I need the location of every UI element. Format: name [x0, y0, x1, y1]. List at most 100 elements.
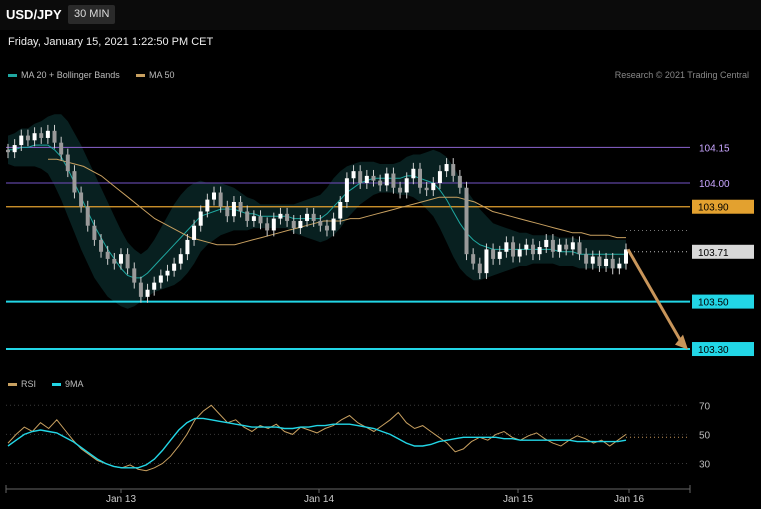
candle-body	[590, 256, 595, 264]
timestamp: Friday, January 15, 2021 1:22:50 PM CET	[8, 36, 214, 48]
rsi-swatch	[8, 382, 17, 386]
candle-body	[530, 244, 535, 255]
candle-body	[537, 247, 542, 255]
interval-button[interactable]: 30 MIN	[68, 5, 116, 24]
ma9-line	[7, 417, 627, 469]
candle-body	[411, 168, 416, 179]
candle-body	[457, 175, 462, 188]
candle-body	[79, 192, 84, 207]
candle-body	[19, 135, 24, 146]
x-tick-label: Jan 13	[106, 494, 136, 505]
ma50-line	[48, 158, 626, 246]
candle-body	[524, 244, 529, 250]
x-tick-label: Jan 14	[304, 494, 334, 505]
rsi-level-label-1: 50	[699, 430, 711, 441]
candle-body	[404, 178, 409, 193]
candle-body	[125, 254, 130, 269]
candle-body	[231, 201, 236, 217]
level-label-4: 103.50	[698, 298, 729, 309]
candle-body	[610, 258, 615, 269]
candle-body	[118, 254, 123, 264]
candle-body	[318, 220, 323, 226]
candle-body	[497, 251, 502, 259]
level-tag-3	[692, 244, 754, 259]
candle-body	[298, 220, 303, 229]
candle-body	[464, 187, 469, 255]
candle-body	[477, 263, 482, 274]
top-bar: USD/JPY 30 MIN	[0, 0, 761, 30]
candle-body	[358, 171, 363, 184]
candle-body	[517, 249, 522, 257]
legend-rsi: RSI	[8, 379, 36, 389]
candle-body	[32, 133, 37, 141]
candle-body	[145, 289, 150, 297]
candle-body	[617, 263, 622, 269]
candle-body	[311, 213, 316, 221]
candle-body	[212, 192, 216, 200]
candle-body	[624, 249, 628, 264]
candle-body	[398, 187, 403, 193]
candle-body	[12, 145, 17, 153]
forecast-arrow	[626, 248, 686, 348]
level-tag-5	[692, 342, 754, 357]
candle-body	[371, 175, 376, 181]
candle-body	[271, 218, 276, 231]
candle-body	[570, 242, 575, 250]
candle-body	[225, 206, 230, 217]
candle-body	[265, 223, 270, 231]
legend-ma50: MA 50	[136, 70, 175, 80]
candle-body	[564, 244, 569, 250]
candle-body	[491, 249, 496, 259]
level-tag-2	[692, 199, 754, 214]
candle-body	[52, 130, 57, 143]
legend-bb: MA 20 + Bollinger Bands	[8, 70, 120, 80]
candle-body	[305, 213, 310, 221]
rsi-level-label-2: 30	[699, 459, 711, 470]
rsi-level-label-0: 70	[699, 401, 711, 412]
candles	[6, 124, 628, 303]
candle-body	[424, 187, 429, 191]
candle-body	[172, 263, 177, 271]
candle-body	[511, 242, 516, 257]
candle-body	[378, 180, 383, 186]
x-tick-label: Jan 16	[614, 494, 644, 505]
candle-body	[331, 218, 336, 231]
bb-label: MA 20 + Bollinger Bands	[21, 70, 120, 80]
candle-body	[338, 201, 343, 219]
level-tag-4	[692, 294, 754, 309]
candle-body	[65, 154, 70, 172]
candle-body	[384, 173, 389, 186]
candle-body	[431, 183, 436, 191]
ma50-swatch	[136, 73, 145, 77]
candle-body	[6, 149, 10, 153]
rsi-label: RSI	[21, 379, 37, 389]
candle-body	[597, 256, 602, 267]
bb-swatch	[8, 73, 17, 77]
candle-body	[391, 173, 396, 188]
level-label-3: 103.71	[698, 248, 729, 259]
candle-body	[85, 206, 90, 226]
candle-body	[278, 213, 283, 219]
candle-body	[584, 254, 589, 264]
bollinger-band	[8, 114, 626, 309]
candle-body	[152, 282, 157, 290]
candle-body	[251, 216, 256, 221]
candle-body	[158, 275, 163, 283]
candle-body	[192, 225, 197, 240]
candle-body	[504, 242, 509, 252]
candle-body	[258, 216, 263, 224]
ma9-swatch	[52, 382, 61, 386]
x-tick-label: Jan 15	[503, 494, 533, 505]
candle-body	[112, 258, 117, 264]
candle-body	[364, 175, 369, 184]
ma50-label: MA 50	[149, 70, 175, 80]
candle-body	[45, 130, 50, 138]
candle-body	[344, 178, 349, 202]
candle-body	[351, 171, 356, 179]
candle-body	[324, 225, 329, 231]
candle-body	[577, 242, 582, 255]
candle-body	[604, 258, 609, 267]
candle-body	[245, 211, 250, 221]
ma20-line	[8, 144, 626, 279]
